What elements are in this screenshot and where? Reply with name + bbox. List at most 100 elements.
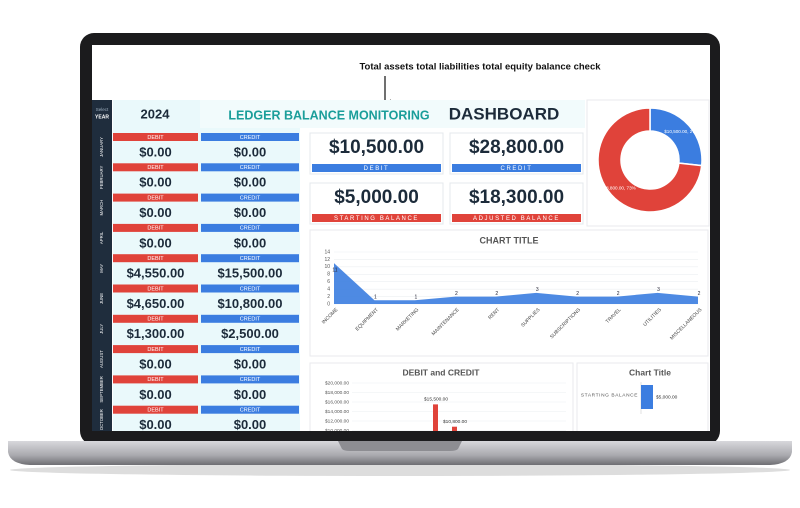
credit-value: $0.00	[234, 387, 267, 402]
chart-title: Chart Title	[629, 367, 671, 377]
notch	[338, 441, 462, 451]
credit-header-text: CREDIT	[240, 407, 261, 413]
credit-value: $0.00	[234, 175, 267, 190]
debit-header-text: DEBIT	[147, 256, 164, 262]
data-label: 2	[576, 291, 579, 297]
data-label: $5,000.00	[656, 394, 678, 400]
credit-header-text: CREDIT	[240, 286, 261, 292]
credit-header	[201, 284, 299, 293]
title-bg	[200, 100, 585, 128]
credit-header	[201, 345, 299, 354]
credit-header-text: CREDIT	[240, 195, 261, 201]
data-label: 1	[374, 295, 377, 301]
debit-value: $4,550.00	[127, 266, 185, 281]
debit-header-text: DEBIT	[147, 286, 164, 292]
debit-header-text: DEBIT	[147, 347, 164, 353]
chart-panel	[309, 362, 574, 431]
credit-value: $10,800.00	[217, 296, 282, 311]
area	[334, 263, 698, 304]
debit-value: $1,300.00	[127, 326, 185, 341]
shadow	[10, 464, 790, 476]
title: LEDGER BALANCE MONITORING	[228, 108, 429, 122]
y-tick-label: $14,000.00	[325, 409, 349, 415]
credit-header	[201, 163, 299, 172]
y-tick-label: STARTING BALANCE	[581, 392, 638, 398]
kpi-label-bar	[312, 164, 441, 172]
donut-label: $28,800.00, 73%	[601, 186, 636, 191]
debit-header	[113, 193, 198, 202]
chart-title: DEBIT and CREDIT	[403, 367, 481, 377]
credit-header	[201, 314, 299, 323]
debit-header	[113, 133, 198, 141]
data-label: 2	[617, 291, 620, 297]
debit-value: $0.00	[139, 175, 172, 190]
debit-header	[113, 314, 198, 323]
credit-value: $0.00	[234, 235, 267, 250]
sidebar-label: YEAR	[95, 114, 109, 120]
y-tick-label: 6	[327, 279, 330, 285]
debit-value: $0.00	[139, 144, 172, 159]
debit-header-text: DEBIT	[147, 135, 164, 141]
y-tick-label: 2	[327, 294, 330, 300]
y-tick-label: 12	[324, 257, 330, 263]
kpi-value: $18,300.00	[469, 187, 564, 208]
kpi-label: ADJUSTED BALANCE	[473, 216, 560, 222]
kpi-label-bar	[452, 164, 581, 172]
bar	[641, 385, 653, 409]
year: 2024	[141, 106, 171, 121]
y-tick-label: $12,000.00	[325, 418, 349, 424]
debit-value: $0.00	[139, 357, 172, 372]
month-label: AUGUST	[99, 350, 104, 368]
credit-header-text: CREDIT	[240, 347, 261, 353]
month-label: FEBRUARY	[99, 166, 104, 189]
debit-value: $0.00	[139, 205, 172, 220]
chart-title: CHART TITLE	[480, 235, 539, 245]
data-label: 2	[698, 291, 701, 297]
annotation: Total assets total liabilities total equ…	[359, 62, 601, 73]
credit-value: $2,500.00	[221, 326, 279, 341]
debit-header	[113, 345, 198, 354]
y-tick-label: 14	[324, 249, 330, 255]
debit-header	[113, 405, 198, 414]
kpi-value: $5,000.00	[334, 187, 419, 208]
y-tick-label: $20,000.00	[325, 380, 349, 386]
month-label: SEPTEMBER	[99, 376, 104, 403]
title: DASHBOARD	[449, 104, 560, 123]
credit-header	[201, 254, 299, 263]
month-label: MARCH	[99, 200, 104, 216]
debit-header-text: DEBIT	[147, 317, 164, 323]
bar	[433, 404, 438, 431]
donut-label: $10,500.00, 27%	[664, 129, 699, 134]
credit-header	[201, 405, 299, 414]
credit-value: $0.00	[234, 205, 267, 220]
laptop-base	[8, 441, 792, 465]
month-label: JULY	[99, 324, 104, 334]
debit-header-text: DEBIT	[147, 407, 164, 413]
donut-slice	[597, 107, 703, 213]
data-label: 2	[495, 291, 498, 297]
debit-header-text: DEBIT	[147, 195, 164, 201]
debit-header-text: DEBIT	[147, 226, 164, 232]
month-label: OCTOBER	[99, 409, 104, 430]
credit-value: $15,500.00	[217, 266, 282, 281]
credit-value: $0.00	[234, 144, 267, 159]
kpi-label: CREDIT	[501, 166, 533, 172]
debit-value: $0.00	[139, 387, 172, 402]
data-label: 2	[455, 291, 458, 297]
y-tick-label: 0	[327, 301, 330, 307]
y-tick-label: $18,000.00	[325, 390, 349, 396]
month-label: JANUARY	[99, 137, 104, 157]
credit-header-text: CREDIT	[240, 317, 261, 323]
data-label: 1	[414, 295, 417, 301]
month-label: MAY	[99, 264, 104, 273]
credit-header-text: CREDIT	[240, 377, 261, 383]
y-tick-label: 8	[327, 272, 330, 278]
credit-header	[201, 193, 299, 202]
credit-header	[201, 223, 299, 232]
credit-header	[201, 133, 299, 141]
credit-header-text: CREDIT	[240, 226, 261, 232]
kpi-value: $10,500.00	[329, 137, 424, 158]
debit-value: $4,650.00	[127, 296, 185, 311]
data-label: 11	[332, 267, 337, 273]
